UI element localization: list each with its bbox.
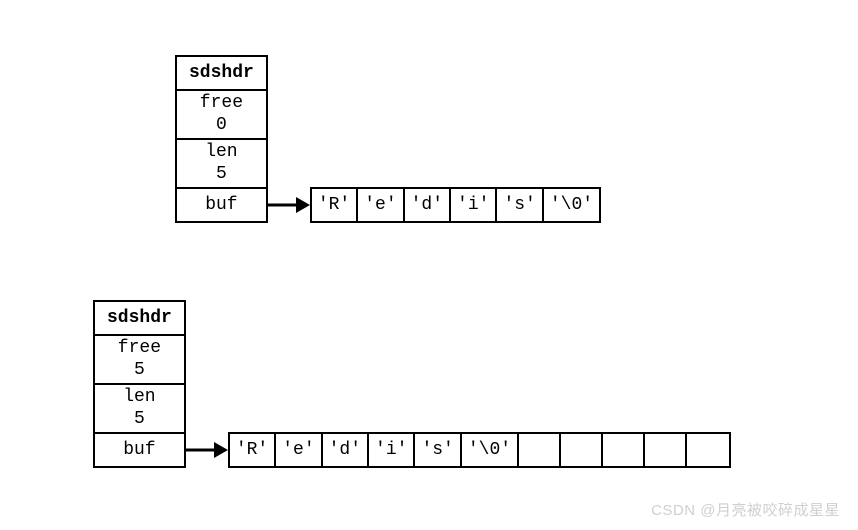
field-value: 5 xyxy=(111,360,168,382)
field-value: 5 xyxy=(193,164,250,186)
struct-header: sdshdr xyxy=(95,302,184,336)
field-name: len xyxy=(111,387,168,409)
array-cell: '\0' xyxy=(544,189,599,221)
field-buf: buf xyxy=(177,189,266,221)
array-cell-empty xyxy=(603,434,645,466)
array-cell: 's' xyxy=(497,189,543,221)
field-len: len 5 xyxy=(177,140,266,189)
array-cell: 'R' xyxy=(312,189,358,221)
sds-diagram-1: sdshdr free 0 len 5 buf 'R' 'e' 'd' 'i' … xyxy=(175,55,601,223)
array-cell: 'i' xyxy=(369,434,415,466)
field-len: len 5 xyxy=(95,385,184,434)
struct-box-2: sdshdr free 5 len 5 buf xyxy=(93,300,186,468)
field-value: 0 xyxy=(193,115,250,137)
array-cell: 'R' xyxy=(230,434,276,466)
field-name: free xyxy=(193,93,250,115)
array-cell: '\0' xyxy=(462,434,519,466)
field-free: free 0 xyxy=(177,91,266,140)
array-cell: 'd' xyxy=(323,434,369,466)
arrow-icon xyxy=(186,432,228,468)
array-cell: 's' xyxy=(415,434,461,466)
watermark-text: CSDN @月亮被咬碎成星星 xyxy=(651,499,840,520)
array-cell: 'i' xyxy=(451,189,497,221)
array-cell-empty xyxy=(645,434,687,466)
buf-array-2: 'R' 'e' 'd' 'i' 's' '\0' xyxy=(228,432,731,468)
array-cell: 'e' xyxy=(358,189,404,221)
field-buf: buf xyxy=(95,434,184,466)
array-cell: 'e' xyxy=(276,434,322,466)
array-cell: 'd' xyxy=(405,189,451,221)
struct-header: sdshdr xyxy=(177,57,266,91)
arrow-icon xyxy=(268,187,310,223)
field-name: free xyxy=(111,338,168,360)
field-value: 5 xyxy=(111,409,168,431)
sds-diagram-2: sdshdr free 5 len 5 buf 'R' 'e' 'd' 'i' … xyxy=(93,300,731,468)
field-free: free 5 xyxy=(95,336,184,385)
array-cell-empty xyxy=(687,434,729,466)
buf-array-1: 'R' 'e' 'd' 'i' 's' '\0' xyxy=(310,187,601,223)
array-cell-empty xyxy=(561,434,603,466)
array-cell-empty xyxy=(519,434,561,466)
struct-box-1: sdshdr free 0 len 5 buf xyxy=(175,55,268,223)
field-name: len xyxy=(193,142,250,164)
